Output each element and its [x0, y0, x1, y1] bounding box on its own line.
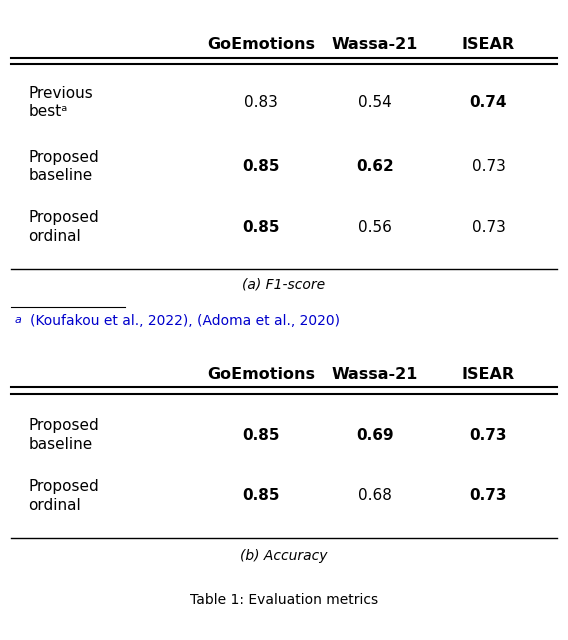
- Text: a: a: [14, 315, 21, 325]
- Text: 0.73: 0.73: [470, 488, 507, 504]
- Text: ISEAR: ISEAR: [462, 367, 515, 382]
- Text: Wassa-21: Wassa-21: [332, 37, 418, 52]
- Text: (Koufakou et al., 2022), (Adoma et al., 2020): (Koufakou et al., 2022), (Adoma et al., …: [30, 314, 340, 328]
- Text: 0.54: 0.54: [358, 95, 392, 110]
- Text: 0.62: 0.62: [356, 159, 394, 174]
- Text: Table 1: Evaluation metrics: Table 1: Evaluation metrics: [190, 593, 378, 607]
- Text: (b) Accuracy: (b) Accuracy: [240, 548, 328, 563]
- Text: Proposed
baseline: Proposed baseline: [28, 419, 99, 452]
- Text: 0.73: 0.73: [471, 159, 506, 174]
- Text: (a) F1-score: (a) F1-score: [243, 278, 325, 292]
- Text: 0.74: 0.74: [470, 95, 507, 110]
- Text: GoEmotions: GoEmotions: [207, 367, 315, 382]
- Text: 0.83: 0.83: [244, 95, 278, 110]
- Text: 0.85: 0.85: [243, 488, 280, 504]
- Text: Wassa-21: Wassa-21: [332, 367, 418, 382]
- Text: Proposed
ordinal: Proposed ordinal: [28, 479, 99, 513]
- Text: 0.85: 0.85: [243, 428, 280, 443]
- Text: ISEAR: ISEAR: [462, 37, 515, 52]
- Text: 0.85: 0.85: [243, 159, 280, 174]
- Text: 0.85: 0.85: [243, 220, 280, 235]
- Text: 0.69: 0.69: [356, 428, 394, 443]
- Text: 0.73: 0.73: [470, 428, 507, 443]
- Text: GoEmotions: GoEmotions: [207, 37, 315, 52]
- Text: Proposed
ordinal: Proposed ordinal: [28, 211, 99, 244]
- Text: Previous
bestᵃ: Previous bestᵃ: [28, 86, 93, 119]
- Text: 0.68: 0.68: [358, 488, 392, 504]
- Text: 0.73: 0.73: [471, 220, 506, 235]
- Text: 0.56: 0.56: [358, 220, 392, 235]
- Text: Proposed
baseline: Proposed baseline: [28, 150, 99, 183]
